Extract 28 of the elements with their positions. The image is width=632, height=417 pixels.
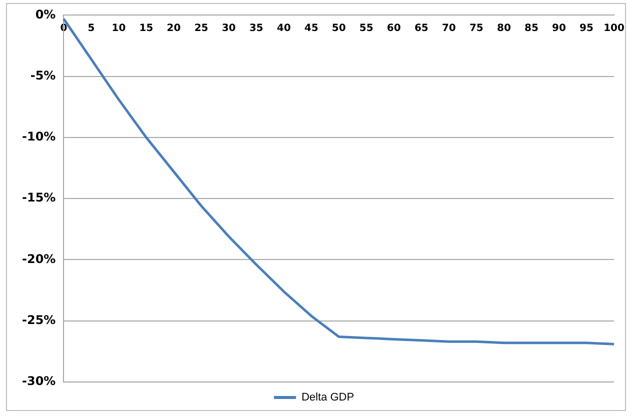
legend-label: Delta GDP (301, 392, 354, 404)
x-tick-label: 10 (112, 22, 126, 34)
x-tick-label: 75 (469, 22, 484, 34)
x-tick-label: 85 (524, 22, 538, 34)
y-tick-label: -30% (22, 374, 56, 388)
x-tick-label: 30 (222, 22, 236, 34)
x-tick-label: 40 (276, 22, 291, 34)
y-tick-label: -5% (30, 68, 56, 82)
x-tick-label: 15 (139, 22, 154, 34)
y-tick-label: -10% (22, 130, 56, 144)
x-tick-label: 55 (359, 22, 374, 34)
x-tick-label: 100 (604, 22, 624, 34)
y-tick-label: -25% (22, 312, 56, 327)
x-tick-label: 70 (442, 22, 456, 34)
x-tick-label: 90 (552, 22, 566, 34)
y-tick-label: -15% (22, 190, 56, 205)
x-tick-label: 45 (304, 22, 318, 34)
x-tick-label: 95 (580, 22, 594, 34)
y-tick-label: -20% (22, 252, 56, 266)
x-tick-label: 5 (88, 22, 95, 34)
x-tick-label: 50 (332, 22, 346, 34)
x-tick-label: 35 (249, 22, 264, 34)
x-tick-label: 20 (166, 22, 181, 34)
x-tick-label: 60 (386, 22, 401, 34)
x-tick-label: 65 (414, 22, 428, 34)
x-tick-label: 25 (194, 22, 208, 34)
x-tick-label: 80 (496, 22, 511, 34)
y-tick-label: 0% (35, 7, 56, 22)
